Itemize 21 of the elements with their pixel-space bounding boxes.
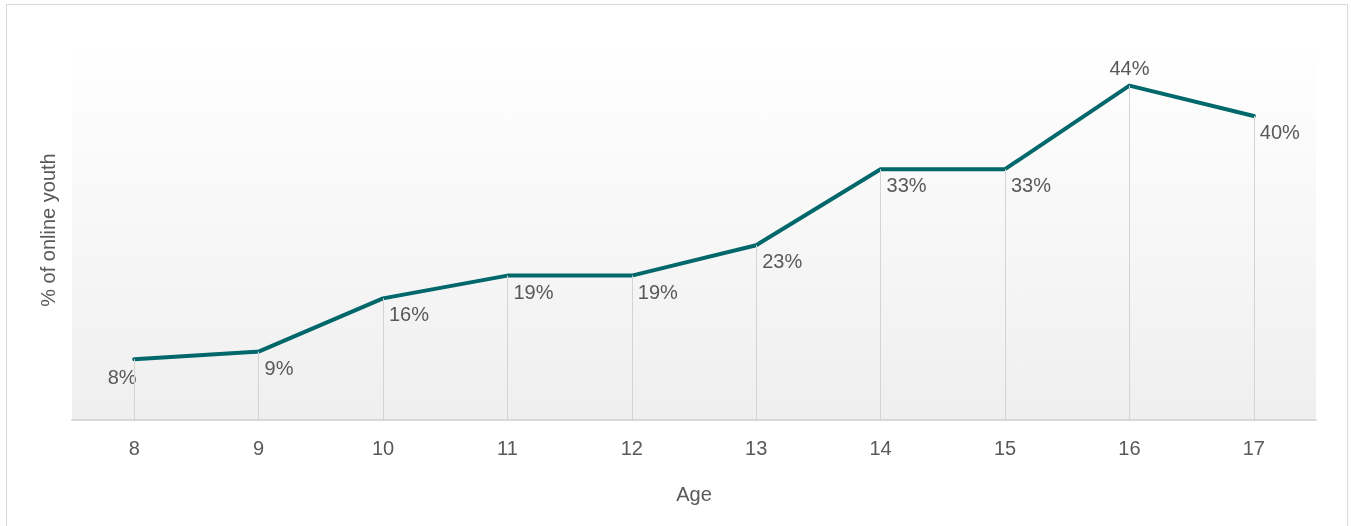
x-tick-label: 14 — [869, 437, 892, 459]
x-tick-label: 8 — [128, 437, 140, 459]
x-tick-label: 15 — [993, 437, 1017, 459]
data-label: 19% — [637, 280, 679, 303]
x-tick-label: 17 — [1242, 437, 1265, 459]
x-tick-label: 12 — [620, 437, 643, 459]
y-axis-title: % of online youth — [37, 153, 59, 307]
data-label: 40% — [1259, 121, 1301, 143]
x-tick-label: 10 — [371, 437, 395, 459]
x-tick-label: 11 — [497, 437, 518, 459]
data-label: 9% — [264, 356, 294, 379]
data-label: 19% — [513, 280, 554, 303]
data-label: 44% — [1109, 56, 1150, 79]
x-tick-label: 16 — [1118, 437, 1141, 459]
x-tick-label: 13 — [745, 437, 768, 459]
data-label: 33% — [886, 174, 927, 197]
data-label: 33% — [1011, 174, 1052, 197]
data-label: 23% — [762, 250, 803, 273]
x-tick-label: 9 — [253, 437, 265, 459]
data-label: 16% — [389, 303, 430, 326]
x-axis-title: Age — [676, 483, 712, 505]
